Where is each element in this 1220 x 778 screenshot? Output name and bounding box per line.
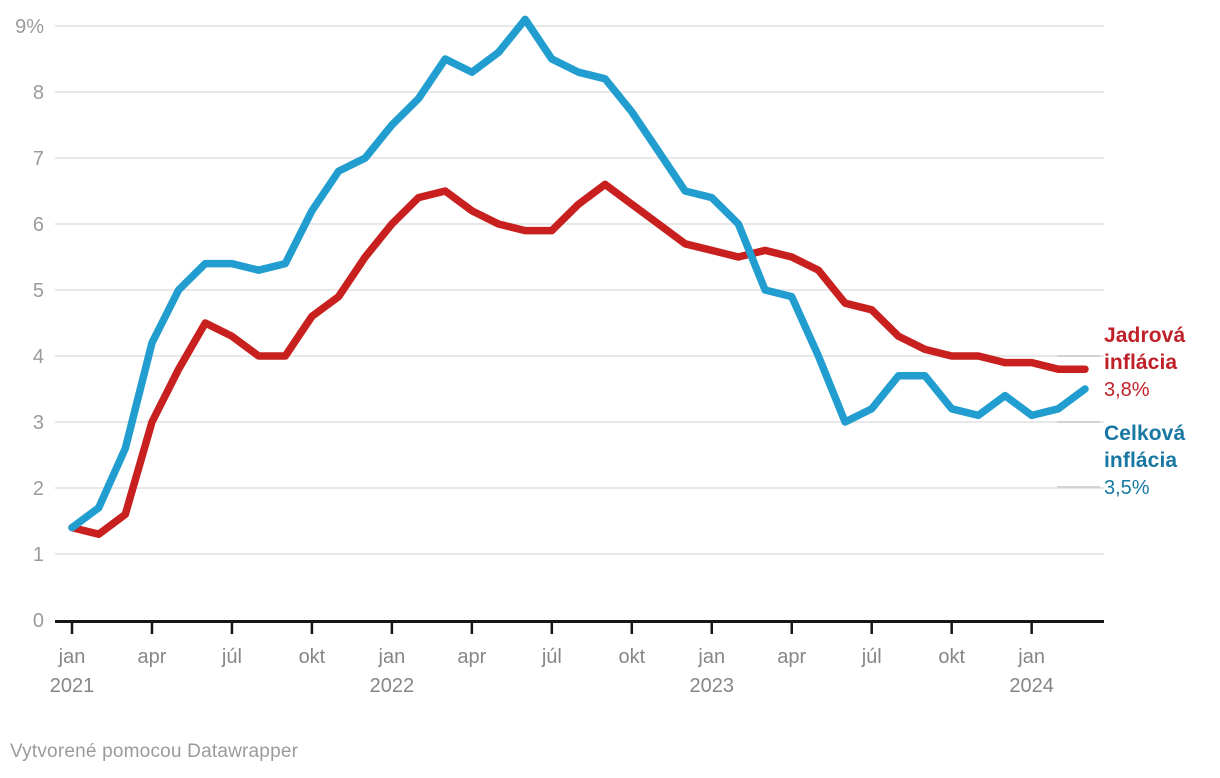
x-axis-month-label: júl bbox=[861, 646, 882, 668]
x-axis-month-label: júl bbox=[221, 646, 242, 668]
x-axis-month-label: júl bbox=[541, 646, 562, 668]
y-axis-tick-label: 4 bbox=[33, 346, 44, 368]
legend-value-jadrova-inflacia: 3,8% bbox=[1104, 379, 1150, 401]
x-axis-month-label: jan bbox=[378, 646, 406, 668]
x-axis-month-label: okt bbox=[618, 646, 645, 668]
y-axis-tick-label: 0 bbox=[33, 610, 44, 632]
y-axis-tick-label: 6 bbox=[33, 214, 44, 236]
x-axis-month-label: jan bbox=[58, 646, 86, 668]
series-line-celkova-inflacia[interactable] bbox=[68, 15, 1089, 532]
legend-label-celkova-inflacia: Celková inflácia bbox=[1104, 422, 1186, 472]
x-axis-year-label: 2021 bbox=[50, 675, 95, 697]
x-axis-year-label: 2023 bbox=[690, 675, 735, 697]
x-axis-month-label: jan bbox=[697, 646, 725, 668]
x-axis-month-label: okt bbox=[299, 646, 326, 668]
y-axis-tick-label: 3 bbox=[33, 412, 44, 434]
x-axis-month-label: jan bbox=[1017, 646, 1045, 668]
legend-item-celkova-inflacia: Celková inflácia 3,5% bbox=[1104, 420, 1218, 500]
legend-value-celkova-inflacia: 3,5% bbox=[1104, 477, 1150, 499]
datawrapper-attribution-link[interactable]: Vytvorené pomocou Datawrapper bbox=[10, 741, 299, 762]
series-line-jadrova-inflacia[interactable] bbox=[68, 180, 1089, 538]
x-axis-year-label: 2022 bbox=[370, 675, 415, 697]
y-axis-tick-label: 1 bbox=[33, 544, 44, 566]
legend-item-jadrova-inflacia: Jadrová inflácia 3,8% bbox=[1104, 322, 1218, 402]
legend-label-jadrova-inflacia: Jadrová inflácia bbox=[1104, 324, 1186, 374]
x-axis-year-label: 2024 bbox=[1009, 675, 1054, 697]
y-axis-tick-label: 2 bbox=[33, 478, 44, 500]
x-axis-month-label: okt bbox=[938, 646, 965, 668]
x-axis-month-label: apr bbox=[777, 646, 806, 668]
y-axis-tick-label: 5 bbox=[33, 280, 44, 302]
y-axis-tick-label: 7 bbox=[33, 148, 44, 170]
y-axis-tick-label: 9% bbox=[15, 16, 44, 38]
x-axis-month-label: apr bbox=[457, 646, 486, 668]
x-axis-month-label: apr bbox=[138, 646, 167, 668]
y-axis-tick-label: 8 bbox=[33, 82, 44, 104]
